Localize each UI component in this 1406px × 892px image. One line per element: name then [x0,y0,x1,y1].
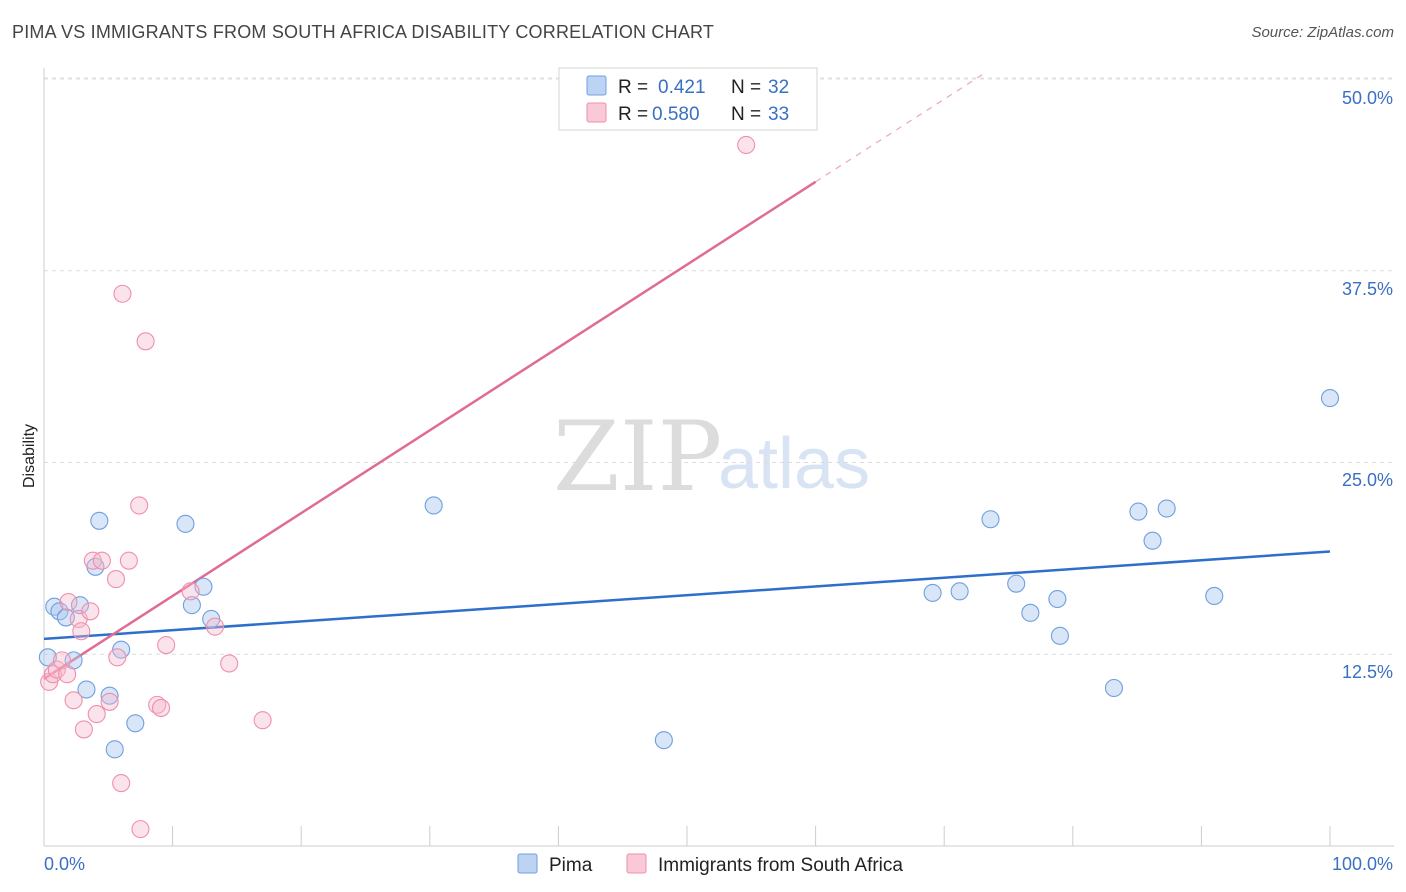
point-sa-22 [136,332,155,351]
point-sa-21 [131,820,150,839]
legend-sa-r-label: R = [618,104,648,125]
point-pima-30 [1205,586,1224,606]
bottom-legend: Pima Immigrants from South Africa [517,853,903,876]
legend-sa-n-value: 33 [768,104,789,125]
source-label: Source: ZipAtlas.com [1251,24,1394,41]
legend-pima-n-value: 32 [768,77,789,98]
point-sa-28 [220,654,239,673]
point-sa-24 [151,698,171,717]
axes [43,68,1394,847]
bottom-legend-sa: Immigrants from South Africa [658,855,903,876]
point-sa-29 [253,711,272,730]
point-pima-20 [950,582,969,601]
point-pima-8 [90,511,109,530]
legend-swatch-pima [586,75,607,96]
point-sa-12 [87,705,106,724]
legend-sa-n-label: N = [731,104,761,125]
point-sa-8 [72,622,91,641]
chart-title: PIMA VS IMMIGRANTS FROM SOUTH AFRICA DIS… [12,22,715,42]
point-pima-0 [38,648,57,667]
y-axis-title: Disability [21,424,38,488]
point-sa-30 [737,135,756,155]
point-sa-19 [119,551,138,570]
point-pima-13 [176,514,195,533]
point-sa-20 [130,496,149,515]
legend: R = 0.421 N = 32 R = 0.580 N = 33 [558,67,818,131]
point-sa-16 [108,648,127,667]
point-pima-12 [126,714,145,733]
legend-pima-r-label: R = [618,77,648,98]
point-pima-29 [1157,499,1176,518]
point-pima-31 [1320,389,1340,408]
point-sa-14 [100,692,119,711]
watermark-atlas: atlas [718,424,870,504]
legend-sa-r-value: 0.580 [652,104,700,125]
point-pima-23 [1021,603,1040,622]
point-pima-19 [923,583,942,602]
x-tick-label-min: 0.0% [44,854,85,874]
trend-line-sa [43,180,817,680]
point-pima-14 [182,596,201,615]
y-tick-label-50: 50.0% [1342,88,1393,108]
point-sa-17 [112,774,131,793]
point-sa-10 [81,602,100,621]
point-sa-25 [157,635,176,655]
point-pima-10 [105,740,124,759]
bottom-legend-swatch-sa [626,853,647,874]
point-pima-27 [1129,502,1148,521]
point-pima-25 [1050,626,1069,645]
point-sa-15 [106,570,126,589]
trend-line-sa-extension [815,73,984,183]
point-pima-17 [424,496,443,515]
point-pima-22 [1007,574,1026,593]
y-tick-label-12-5: 12.5% [1342,662,1393,682]
bottom-legend-pima: Pima [549,855,593,876]
y-tick-label-37-5: 37.5% [1342,279,1393,299]
legend-swatch-sa [586,102,607,123]
point-sa-5 [59,593,78,612]
point-pima-5 [70,596,90,615]
point-pima-18 [654,731,673,750]
point-pima-24 [1048,589,1067,609]
point-pima-6 [77,680,96,699]
point-sa-13 [92,551,111,570]
watermark-zip: ZIP [553,401,722,513]
point-pima-26 [1104,678,1124,698]
point-pima-21 [981,510,1000,529]
grid [44,77,1394,655]
legend-pima-r-value: 0.421 [658,77,706,98]
point-sa-27 [205,617,225,636]
trend-line-pima [43,550,1331,641]
point-sa-4 [58,665,77,684]
data-points [38,135,1340,839]
point-sa-26 [181,582,200,601]
bottom-legend-swatch-pima [517,853,538,874]
point-sa-2 [47,660,66,679]
x-tick-label-max: 100.0% [1332,854,1393,874]
legend-pima-n-label: N = [731,77,761,98]
point-sa-3 [52,651,72,670]
trend-lines [43,73,1331,680]
point-sa-18 [113,284,132,303]
point-pima-9 [100,686,119,705]
point-pima-28 [1143,531,1162,550]
point-sa-6 [64,691,83,710]
point-sa-9 [74,720,93,739]
y-tick-label-25: 25.0% [1342,470,1393,490]
